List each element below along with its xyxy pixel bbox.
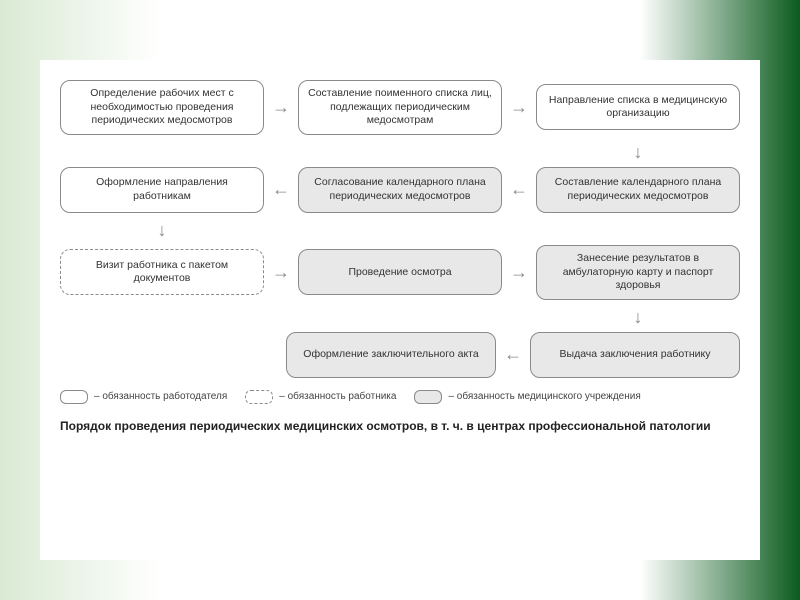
arrow-down-icon: ↓ bbox=[536, 143, 740, 163]
node-define-workplaces: Определение рабочих мест с необходимость… bbox=[60, 80, 264, 135]
flow-row-3: Визит работника с пакетом документов → П… bbox=[60, 245, 740, 300]
arrow-down-icon: ↓ bbox=[536, 308, 740, 328]
v-arrow-cell bbox=[536, 221, 740, 241]
arrow-left-icon: ← bbox=[264, 179, 298, 200]
v-arrows-1: ↓ bbox=[60, 143, 740, 163]
v-arrow-cell bbox=[298, 143, 502, 163]
legend: – обязанность работодателя – обязанность… bbox=[60, 390, 740, 404]
flowchart-panel: Определение рабочих мест с необходимость… bbox=[40, 60, 760, 560]
empty-cell bbox=[60, 332, 252, 378]
v-arrow-cell bbox=[298, 221, 502, 241]
arrow-right-icon: → bbox=[264, 97, 298, 118]
swatch-employer-icon bbox=[60, 390, 88, 404]
swatch-medical-icon bbox=[414, 390, 442, 404]
arrow-right-icon: → bbox=[502, 262, 536, 283]
node-compile-name-list: Составление поименного списка лиц, подле… bbox=[298, 80, 502, 135]
legend-label: – обязанность работодателя bbox=[94, 391, 227, 402]
flow-row-4: Оформление заключительного акта ← Выдача… bbox=[60, 332, 740, 378]
node-issue-referral: Оформление направления работникам bbox=[60, 167, 264, 213]
node-final-act: Оформление заключительного акта bbox=[286, 332, 496, 378]
legend-label: – обязанность медицинского учреждения bbox=[448, 391, 640, 402]
node-worker-visit: Визит работника с пакетом документов bbox=[60, 249, 264, 295]
v-arrows-3: ↓ bbox=[60, 308, 740, 328]
v-arrow-cell bbox=[60, 308, 264, 328]
flow-row-2: Оформление направления работникам ← Согл… bbox=[60, 167, 740, 213]
legend-label: – обязанность работника bbox=[279, 391, 396, 402]
arrow-left-icon: ← bbox=[502, 179, 536, 200]
arrow-right-icon: → bbox=[502, 97, 536, 118]
v-arrow-cell bbox=[60, 143, 264, 163]
legend-worker: – обязанность работника bbox=[245, 390, 396, 404]
arrow-down-icon: ↓ bbox=[60, 221, 264, 241]
legend-medical: – обязанность медицинского учреждения bbox=[414, 390, 640, 404]
node-compile-calendar: Составление календарного плана периодиче… bbox=[536, 167, 740, 213]
node-send-list: Направление списка в медицинскую организ… bbox=[536, 84, 740, 130]
node-record-results: Занесение результатов в амбулаторную кар… bbox=[536, 245, 740, 300]
v-arrows-2: ↓ bbox=[60, 221, 740, 241]
arrow-left-icon: ← bbox=[496, 344, 530, 365]
legend-employer: – обязанность работодателя bbox=[60, 390, 227, 404]
v-arrow-cell bbox=[298, 308, 502, 328]
flow-row-1: Определение рабочих мест с необходимость… bbox=[60, 80, 740, 135]
caption: Порядок проведения периодических медицин… bbox=[60, 418, 740, 435]
node-issue-conclusion: Выдача заключения работнику bbox=[530, 332, 740, 378]
node-conduct-exam: Проведение осмотра bbox=[298, 249, 502, 295]
node-agree-calendar: Согласование календарного плана периодич… bbox=[298, 167, 502, 213]
swatch-worker-icon bbox=[245, 390, 273, 404]
arrow-right-icon: → bbox=[264, 262, 298, 283]
